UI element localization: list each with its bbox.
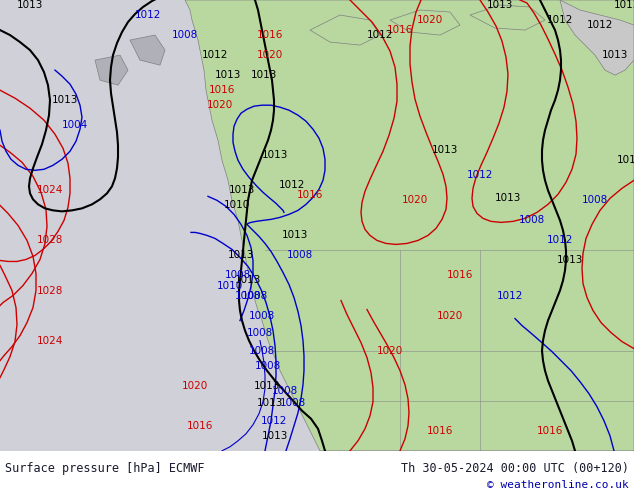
Text: 1008: 1008 <box>172 30 198 40</box>
Text: 1020: 1020 <box>377 345 403 356</box>
Text: 1024: 1024 <box>37 336 63 345</box>
Text: 1024: 1024 <box>37 185 63 196</box>
Text: 1012: 1012 <box>261 416 287 426</box>
Text: 1008: 1008 <box>287 250 313 261</box>
Text: 1013: 1013 <box>617 155 634 165</box>
Polygon shape <box>470 5 545 30</box>
Text: 1012: 1012 <box>497 291 523 300</box>
Polygon shape <box>390 10 460 35</box>
Text: 1016: 1016 <box>447 270 473 280</box>
Text: 1008: 1008 <box>582 196 608 205</box>
Text: 1013: 1013 <box>215 70 241 80</box>
Text: 1008: 1008 <box>519 216 545 225</box>
Text: 1013: 1013 <box>602 50 628 60</box>
Text: 1013: 1013 <box>257 398 283 408</box>
Text: 1013: 1013 <box>614 0 634 10</box>
Text: 1013: 1013 <box>228 250 254 261</box>
Text: 1012: 1012 <box>135 10 161 20</box>
Text: 1012: 1012 <box>467 171 493 180</box>
Text: 1004: 1004 <box>62 120 88 130</box>
Text: © weatheronline.co.uk: © weatheronline.co.uk <box>488 480 629 490</box>
Text: 1012: 1012 <box>547 15 573 25</box>
Text: 1008: 1008 <box>242 291 268 300</box>
Text: 1008: 1008 <box>249 311 275 320</box>
Text: 1012: 1012 <box>202 50 228 60</box>
Text: 1013: 1013 <box>281 230 308 241</box>
Text: 1013: 1013 <box>262 431 288 441</box>
Polygon shape <box>130 35 165 65</box>
Text: 1020: 1020 <box>437 311 463 320</box>
Text: Th 30-05-2024 00:00 UTC (00+120): Th 30-05-2024 00:00 UTC (00+120) <box>401 462 629 475</box>
Text: 1020: 1020 <box>402 196 428 205</box>
Text: 1020: 1020 <box>417 15 443 25</box>
Text: 1013: 1013 <box>254 381 280 391</box>
Text: 1012: 1012 <box>587 20 613 30</box>
Text: 1013: 1013 <box>229 185 256 196</box>
Text: 1016: 1016 <box>427 426 453 436</box>
Text: 1008: 1008 <box>247 328 273 338</box>
Text: 1013: 1013 <box>235 275 261 286</box>
Text: 1013: 1013 <box>17 0 43 10</box>
Text: 1020: 1020 <box>207 100 233 110</box>
Text: 1012: 1012 <box>279 180 305 190</box>
Text: 1016: 1016 <box>297 190 323 200</box>
Text: 1013: 1013 <box>557 255 583 266</box>
Text: 1008: 1008 <box>235 291 261 300</box>
Text: 1016: 1016 <box>387 25 413 35</box>
Polygon shape <box>310 15 380 45</box>
Text: 1016: 1016 <box>257 30 283 40</box>
Text: 1013: 1013 <box>495 194 521 203</box>
Text: 1008: 1008 <box>249 345 275 356</box>
Text: 1016: 1016 <box>537 426 563 436</box>
Text: 1028: 1028 <box>37 286 63 295</box>
Text: 1008: 1008 <box>280 398 306 408</box>
Polygon shape <box>560 0 634 75</box>
Text: 1013: 1013 <box>52 95 78 105</box>
Text: 1008: 1008 <box>225 270 251 280</box>
Text: 1012: 1012 <box>547 235 573 245</box>
Polygon shape <box>95 55 128 85</box>
Text: 1016: 1016 <box>187 421 213 431</box>
Polygon shape <box>185 0 634 451</box>
Text: 1020: 1020 <box>182 381 208 391</box>
Text: 1013: 1013 <box>262 150 288 160</box>
Text: 1013: 1013 <box>251 70 277 80</box>
Text: 1010: 1010 <box>224 200 250 210</box>
Text: 1012: 1012 <box>367 30 393 40</box>
Text: 1008: 1008 <box>255 361 281 370</box>
Text: 1028: 1028 <box>37 235 63 245</box>
Text: 1020: 1020 <box>257 50 283 60</box>
Text: 1013: 1013 <box>432 145 458 155</box>
Text: Surface pressure [hPa] ECMWF: Surface pressure [hPa] ECMWF <box>5 462 205 475</box>
Text: 1013: 1013 <box>487 0 513 10</box>
Text: 1016: 1016 <box>209 85 235 95</box>
Text: 1010: 1010 <box>217 280 243 291</box>
Text: 1008: 1008 <box>272 386 298 396</box>
